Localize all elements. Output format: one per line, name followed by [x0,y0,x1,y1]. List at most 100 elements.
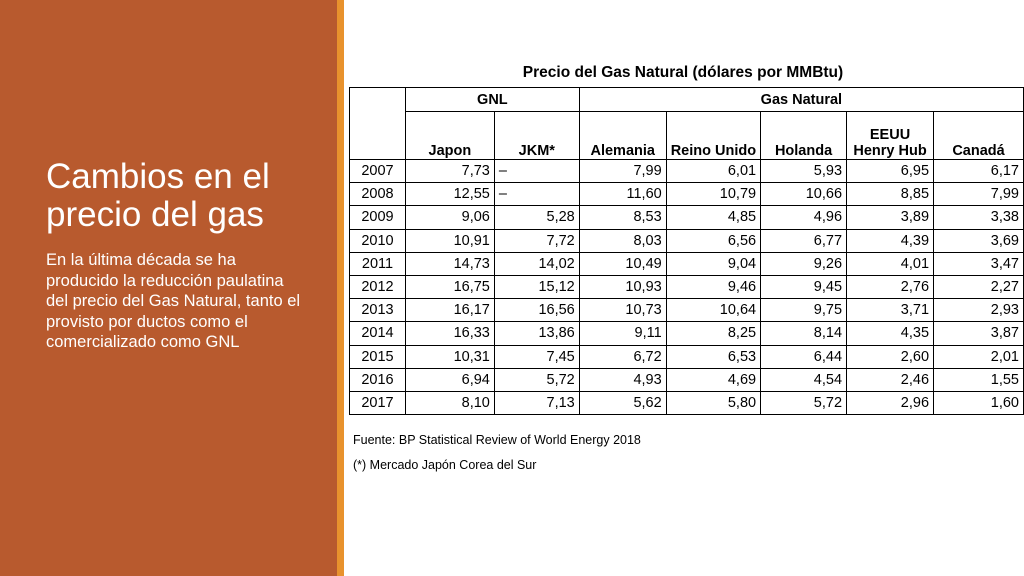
price-cell: 4,54 [760,367,848,392]
price-cell: 11,60 [578,182,667,207]
year-cell: 2013 [349,298,406,323]
price-cell: 6,95 [846,158,935,184]
price-cell: 8,10 [404,390,495,416]
price-cell: 8,14 [760,321,848,346]
price-cell: 4,39 [846,228,935,253]
column-header-canada: Canadá [933,111,1024,160]
year-cell: 2010 [349,228,406,253]
column-header-jkm: JKM* [493,111,580,160]
year-cell: 2008 [349,182,406,207]
table-row: 2016 6,94 5,72 4,93 4,69 4,54 2,46 1,55 [349,367,1024,392]
year-header-cell [349,87,406,160]
price-cell: 6,56 [665,228,762,253]
price-cell: 6,01 [665,158,762,184]
footnote: (*) Mercado Japón Corea del Sur [353,458,537,472]
price-cell: 4,85 [665,205,762,230]
price-cell: 9,75 [760,298,848,323]
column-header-japon: Japon [404,111,495,160]
price-cell: 16,56 [493,298,580,323]
price-cell: 9,45 [760,274,848,300]
price-cell: 2,76 [846,274,935,300]
source-note: Fuente: BP Statistical Review of World E… [353,433,641,447]
price-cell: 10,64 [665,298,762,323]
gas-price-table: GNL Gas Natural Japon JKM* Alemania Rein… [349,87,1024,416]
price-cell: 3,47 [933,251,1024,276]
price-cell: 2,93 [933,298,1024,323]
price-cell: 10,49 [578,251,667,276]
price-cell: 2,27 [933,274,1024,300]
price-cell: 16,33 [404,321,495,346]
price-cell: 3,69 [933,228,1024,253]
price-cell: 8,25 [665,321,762,346]
price-cell: 6,77 [760,228,848,253]
price-cell: 7,45 [493,344,580,369]
price-cell: 6,53 [665,344,762,369]
price-cell: 5,28 [493,205,580,230]
price-cell: 4,96 [760,205,848,230]
price-cell: 7,72 [493,228,580,253]
price-cell: 9,26 [760,251,848,276]
price-cell: 9,06 [404,205,495,230]
price-cell: 16,17 [404,298,495,323]
price-cell: 10,73 [578,298,667,323]
price-cell: – [493,182,580,207]
year-cell: 2015 [349,344,406,369]
price-cell: 15,12 [493,274,580,300]
price-cell: 6,17 [933,158,1024,184]
table-row: 2008 12,55–11,60 10,79 10,66 8,85 7,99 [349,182,1024,207]
price-cell: 10,66 [760,182,848,207]
year-cell: 2012 [349,274,406,300]
price-cell: 5,62 [578,390,667,416]
price-cell: 7,99 [933,182,1024,207]
table-row: 2015 10,31 7,45 6,72 6,53 6,44 2,60 2,01 [349,344,1024,369]
table-row: 2013 16,17 16,56 10,73 10,64 9,75 3,71 2,93 [349,298,1024,323]
column-header-reino-unido: Reino Unido [665,111,762,160]
accent-strip [337,0,344,576]
price-cell: 3,87 [933,321,1024,346]
column-header-eeuu-line1: EEUU [869,127,911,143]
price-cell: 7,99 [578,158,667,184]
price-cell: 5,93 [760,158,848,184]
price-cell: 2,96 [846,390,935,416]
price-cell: 10,91 [404,228,495,253]
price-cell: 8,03 [578,228,667,253]
column-header-holanda: Holanda [760,111,848,160]
price-cell: 3,38 [933,205,1024,230]
price-cell: 16,75 [404,274,495,300]
year-cell: 2014 [349,321,406,346]
column-header-alemania: Alemania [578,111,667,160]
group-header-gas-natural: Gas Natural [578,87,1024,112]
price-cell: 1,60 [933,390,1024,416]
price-cell: 10,79 [665,182,762,207]
price-cell: 5,72 [493,367,580,392]
year-cell: 2007 [349,158,406,184]
slide-title: Cambios en el precio del gas [46,157,270,234]
price-cell: 14,02 [493,251,580,276]
price-cell: 8,85 [846,182,935,207]
price-cell: 4,35 [846,321,935,346]
price-cell: 4,69 [665,367,762,392]
table-title: Precio del Gas Natural (dólares por MMBt… [522,64,844,81]
column-header-eeuu: EEUU Henry Hub [846,111,935,160]
group-header-gnl: GNL [404,87,580,112]
price-cell: 13,86 [493,321,580,346]
table-row: 2007 7,73–7,99 6,01 5,93 6,95 6,17 [349,158,1024,184]
price-cell: 10,93 [578,274,667,300]
year-cell: 2009 [349,205,406,230]
table-row: 2011 14,73 14,02 10,49 9,04 9,26 4,01 3,47 [349,251,1024,276]
price-cell: 6,44 [760,344,848,369]
table-row: 2012 16,75 15,12 10,93 9,46 9,45 2,76 2,27 [349,274,1024,300]
price-cell: 12,55 [404,182,495,207]
price-cell: 2,46 [846,367,935,392]
price-cell: 3,71 [846,298,935,323]
column-header-eeuu-line2: Henry Hub [853,143,927,159]
price-cell: 2,60 [846,344,935,369]
price-cell: 3,89 [846,205,935,230]
price-cell: 6,94 [404,367,495,392]
price-cell: 4,93 [578,367,667,392]
table-row: 2017 8,10 7,13 5,62 5,80 5,72 2,96 1,60 [349,390,1024,416]
price-cell: 1,55 [933,367,1024,392]
price-cell: 9,04 [665,251,762,276]
year-cell: 2011 [349,251,406,276]
price-cell: 5,72 [760,390,848,416]
